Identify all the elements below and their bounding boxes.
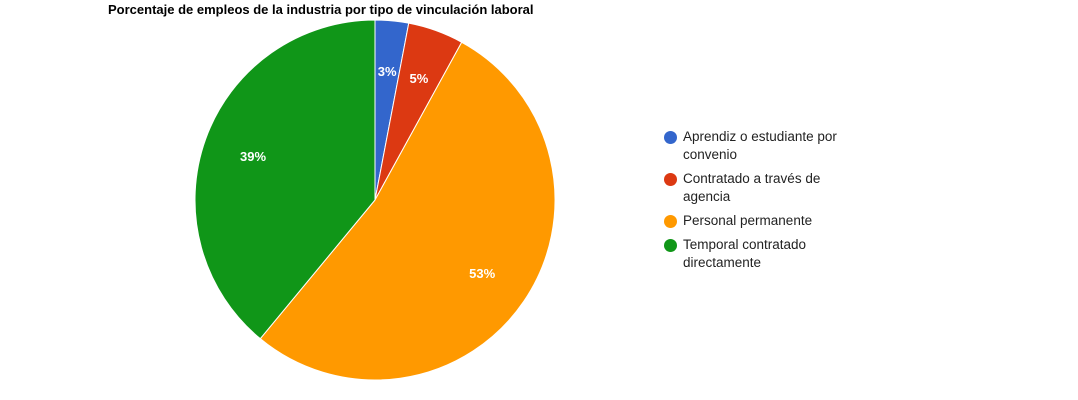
slice-label-aprendiz: 3% bbox=[378, 64, 397, 79]
legend-item-temporal[interactable]: Temporal contratado directamente bbox=[664, 236, 864, 272]
pie-slice-permanente[interactable] bbox=[259, 41, 556, 381]
legend-item-aprendiz[interactable]: Aprendiz o estudiante por convenio bbox=[664, 128, 864, 164]
legend-label-agencia: Contratado a través de agencia bbox=[683, 171, 821, 204]
legend: Aprendiz o estudiante por convenio Contr… bbox=[664, 128, 864, 278]
legend-swatch-agencia bbox=[664, 173, 677, 186]
slice-label-temporal: 39% bbox=[240, 149, 266, 164]
slice-label-agencia: 5% bbox=[410, 71, 429, 86]
legend-label-temporal: Temporal contratado directamente bbox=[683, 237, 807, 270]
legend-swatch-permanente bbox=[664, 215, 677, 228]
legend-label-aprendiz: Aprendiz o estudiante por convenio bbox=[683, 129, 837, 162]
slice-label-permanente: 53% bbox=[469, 266, 495, 281]
legend-item-permanente[interactable]: Personal permanente bbox=[664, 212, 864, 230]
legend-swatch-aprendiz bbox=[664, 131, 677, 144]
pie-slice-temporal[interactable] bbox=[194, 19, 376, 340]
legend-swatch-temporal bbox=[664, 239, 677, 252]
legend-label-permanente: Personal permanente bbox=[683, 213, 813, 228]
legend-item-agencia[interactable]: Contratado a través de agencia bbox=[664, 170, 864, 206]
chart-title: Porcentaje de empleos de la industria po… bbox=[108, 2, 534, 17]
